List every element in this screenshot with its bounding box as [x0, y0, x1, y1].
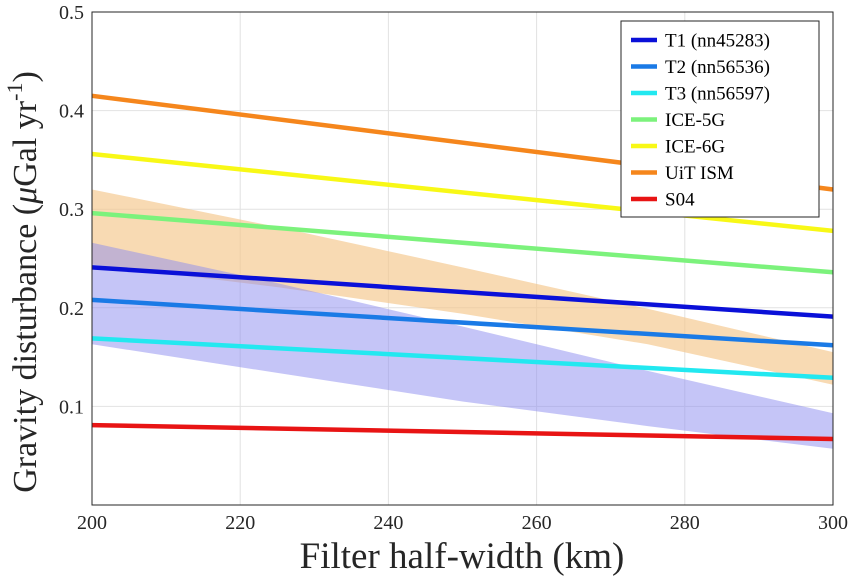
- y-axis-label-mu: μ: [7, 187, 44, 205]
- series-line-4: [91, 210, 834, 275]
- y-axis-label-unit: Gal yr: [7, 100, 44, 187]
- legend-label: T1 (nn45283): [665, 31, 770, 52]
- y-axis-label-exponent: -1: [2, 83, 27, 101]
- x-tick-label: 220: [225, 512, 255, 534]
- legend-label: ICE-6G: [665, 137, 725, 158]
- legend: T1 (nn45283) T2 (nn56536) T3 (nn56597) ICE-…: [620, 20, 820, 218]
- y-tick-label: 0.1: [59, 396, 84, 418]
- x-tick-label: 240: [373, 512, 403, 534]
- x-tick-label: 280: [670, 512, 700, 534]
- y-tick-label: 0.4: [59, 101, 84, 123]
- plot-frame: [91, 11, 834, 506]
- x-axis-label: Filter half-width (km): [300, 536, 625, 577]
- y-tick-label: 0.5: [59, 2, 84, 24]
- series-line-3: [91, 336, 834, 381]
- uncertainty-band-2: [92, 242, 833, 449]
- legend-label: T3 (nn56597): [665, 84, 770, 105]
- x-tick-label: 200: [77, 512, 107, 534]
- series-line-2: [91, 297, 834, 348]
- legend-label: T2 (nn56536): [665, 57, 770, 78]
- series-line-5: [91, 151, 834, 234]
- legend-label: S04: [665, 190, 695, 211]
- y-axis-label: Gravity disturbance (μGal yr-1): [2, 71, 44, 493]
- x-tick-label: 260: [522, 512, 552, 534]
- legend-label: UiT ISM: [665, 163, 734, 184]
- tick-labels: 200 220 240 260 280 300 0.1 0.2 0.3 0.4 0.5: [59, 2, 848, 534]
- series-line-1: [91, 265, 834, 319]
- y-axis-label-pre: Gravity disturbance (: [7, 204, 44, 493]
- y-tick-label: 0.2: [59, 298, 84, 320]
- y-tick-label: 0.3: [59, 199, 84, 221]
- y-axis-label-post: ): [7, 71, 44, 82]
- legend-label: ICE-5G: [665, 110, 725, 131]
- series-line-7: [91, 422, 834, 442]
- x-tick-label: 300: [818, 512, 848, 534]
